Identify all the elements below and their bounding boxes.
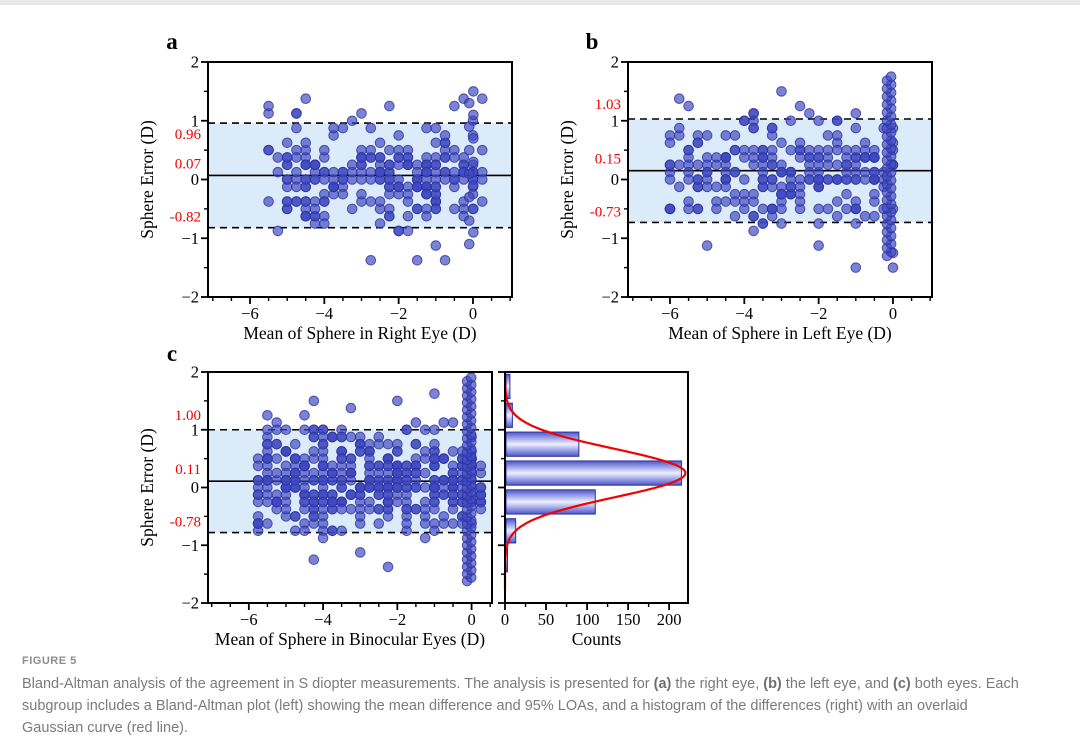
svg-text:0: 0 xyxy=(501,610,509,629)
svg-text:1: 1 xyxy=(191,111,199,130)
svg-text:0.96: 0.96 xyxy=(175,127,202,143)
svg-text:100: 100 xyxy=(575,610,600,629)
svg-text:0: 0 xyxy=(191,478,199,497)
svg-text:0.15: 0.15 xyxy=(595,152,621,168)
svg-text:1: 1 xyxy=(611,111,619,130)
svg-text:Mean of Sphere in Left Eye (D): Mean of Sphere in Left Eye (D) xyxy=(668,323,892,343)
svg-text:−6: −6 xyxy=(240,610,258,629)
svg-text:2: 2 xyxy=(191,53,199,72)
svg-text:Mean of Sphere in Right Eye (D: Mean of Sphere in Right Eye (D) xyxy=(243,323,476,343)
figure-caption-block: FIGURE 5 Bland-Altman analysis of the ag… xyxy=(22,655,1032,739)
svg-text:0: 0 xyxy=(191,170,199,189)
svg-text:−2: −2 xyxy=(181,594,199,613)
svg-text:Mean of Sphere in Binocular Ey: Mean of Sphere in Binocular Eyes (D) xyxy=(215,629,485,649)
svg-text:a: a xyxy=(166,29,178,54)
figure-caption: Bland-Altman analysis of the agreement i… xyxy=(22,676,1019,736)
figure-label: FIGURE 5 xyxy=(22,655,77,667)
svg-text:0: 0 xyxy=(469,304,477,323)
svg-text:−2: −2 xyxy=(390,304,408,323)
figure-canvas: −6 −4 −2 0 −2 −1 0 1 2 0.96 0.07 -0.82 Mean of Spher… xyxy=(137,29,933,649)
panel-a-bland-altman-plot: −6 −4 −2 0 −2 −1 0 1 2 0.96 0.07 -0.82 Mean of Spher… xyxy=(137,29,513,343)
svg-text:1: 1 xyxy=(191,420,199,439)
svg-text:1.00: 1.00 xyxy=(175,408,201,424)
svg-text:−2: −2 xyxy=(810,304,828,323)
svg-text:Sphere Error (D): Sphere Error (D) xyxy=(137,428,157,547)
svg-text:-0.78: -0.78 xyxy=(170,515,201,531)
svg-text:−1: −1 xyxy=(181,229,199,248)
svg-text:Counts: Counts xyxy=(572,629,622,649)
top-strip xyxy=(0,0,1080,5)
svg-text:−6: −6 xyxy=(661,304,679,323)
svg-text:−4: −4 xyxy=(314,610,332,629)
svg-text:−2: −2 xyxy=(601,288,619,307)
panel-c-bland-altman-plot: −6 −4 −2 0 −2 −1 0 1 2 1.00 0.11 -0.78 Mean of Spher… xyxy=(137,341,493,649)
svg-text:1.03: 1.03 xyxy=(595,97,621,113)
svg-text:2: 2 xyxy=(191,363,199,382)
svg-text:2: 2 xyxy=(611,53,619,72)
svg-text:-0.73: -0.73 xyxy=(590,204,621,220)
svg-text:c: c xyxy=(167,341,177,366)
panel-b-bland-altman-plot: −6 −4 −2 0 −2 −1 0 1 2 1.03 0.15 -0.73 Mean of Spher… xyxy=(557,29,933,343)
svg-text:Sphere Error (D): Sphere Error (D) xyxy=(137,120,157,239)
svg-text:-0.82: -0.82 xyxy=(170,210,201,226)
panel-c-histogram: 0 50 100 150 200 Counts xyxy=(498,371,689,649)
svg-text:0: 0 xyxy=(467,610,475,629)
svg-text:−1: −1 xyxy=(601,229,619,248)
svg-text:b: b xyxy=(586,29,599,54)
svg-text:0: 0 xyxy=(889,304,897,323)
svg-text:200: 200 xyxy=(657,610,682,629)
svg-text:−6: −6 xyxy=(241,304,259,323)
svg-text:50: 50 xyxy=(538,610,555,629)
svg-text:−4: −4 xyxy=(316,304,334,323)
svg-text:−1: −1 xyxy=(181,536,199,555)
svg-text:0.11: 0.11 xyxy=(175,462,201,478)
svg-text:150: 150 xyxy=(616,610,641,629)
svg-text:−2: −2 xyxy=(181,288,199,307)
svg-text:−4: −4 xyxy=(736,304,754,323)
svg-text:Sphere Error (D): Sphere Error (D) xyxy=(557,120,577,239)
svg-text:0.07: 0.07 xyxy=(175,156,202,172)
svg-text:−2: −2 xyxy=(389,610,407,629)
svg-text:0: 0 xyxy=(611,170,619,189)
